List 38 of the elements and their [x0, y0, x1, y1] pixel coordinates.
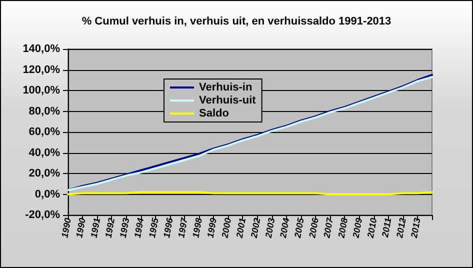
x-tick-label: 2012: [394, 217, 408, 240]
x-tick-label: 2001: [234, 217, 248, 240]
x-tick-label: 2009: [350, 217, 364, 240]
legend-label: Saldo: [199, 108, 230, 120]
x-tick-label: 2007: [322, 216, 336, 240]
x-tick-label: 1993: [118, 217, 132, 239]
x-tick-label: 2011: [380, 217, 394, 239]
x-tick-label: 2004: [278, 217, 292, 240]
legend-label: Verhuis-in: [199, 82, 252, 94]
x-tick-label: 2000: [220, 217, 234, 240]
y-tick-label: -20,0%: [25, 209, 60, 221]
chart-title: % Cumul verhuis in, verhuis uit, en verhuissaldo 1991-2013: [82, 16, 392, 28]
x-tick-label: 1995: [146, 216, 160, 239]
x-tick-label: 1992: [103, 217, 117, 239]
y-tick-label: 40,0%: [28, 146, 60, 159]
x-tick-label: 1996: [162, 216, 176, 239]
y-tick-label: 120,0%: [22, 64, 60, 76]
x-tick-label: 1994: [132, 217, 146, 239]
x-tick-label: 1998: [190, 217, 204, 239]
x-tick-label: 2010: [365, 217, 379, 240]
x-tick-label: 1991: [88, 217, 102, 239]
x-tick-label: 1990: [74, 217, 88, 239]
x-tick-label: 1990: [60, 217, 73, 239]
y-tick-label: 100,0%: [22, 84, 60, 96]
y-tick-label: 60,0%: [28, 126, 60, 138]
y-tick-label: 20,0%: [28, 168, 60, 180]
x-tick-label: 2013: [408, 217, 422, 240]
x-tick-label: 2006: [306, 216, 321, 240]
y-tick-label: 0,0%: [34, 188, 60, 200]
x-tick-label: 1997: [176, 216, 190, 239]
legend-label: Verhuis-uit: [199, 94, 256, 106]
x-tick-label: 1999: [205, 217, 219, 239]
x-tick-label: 2002: [248, 217, 262, 240]
x-tick-label: 2005: [292, 216, 306, 240]
x-tick-label: 2003: [263, 217, 277, 240]
x-tick-label: 2008: [336, 217, 350, 240]
y-tick-label: 140,0%: [22, 43, 60, 55]
y-tick-label: 80,0%: [28, 105, 60, 118]
